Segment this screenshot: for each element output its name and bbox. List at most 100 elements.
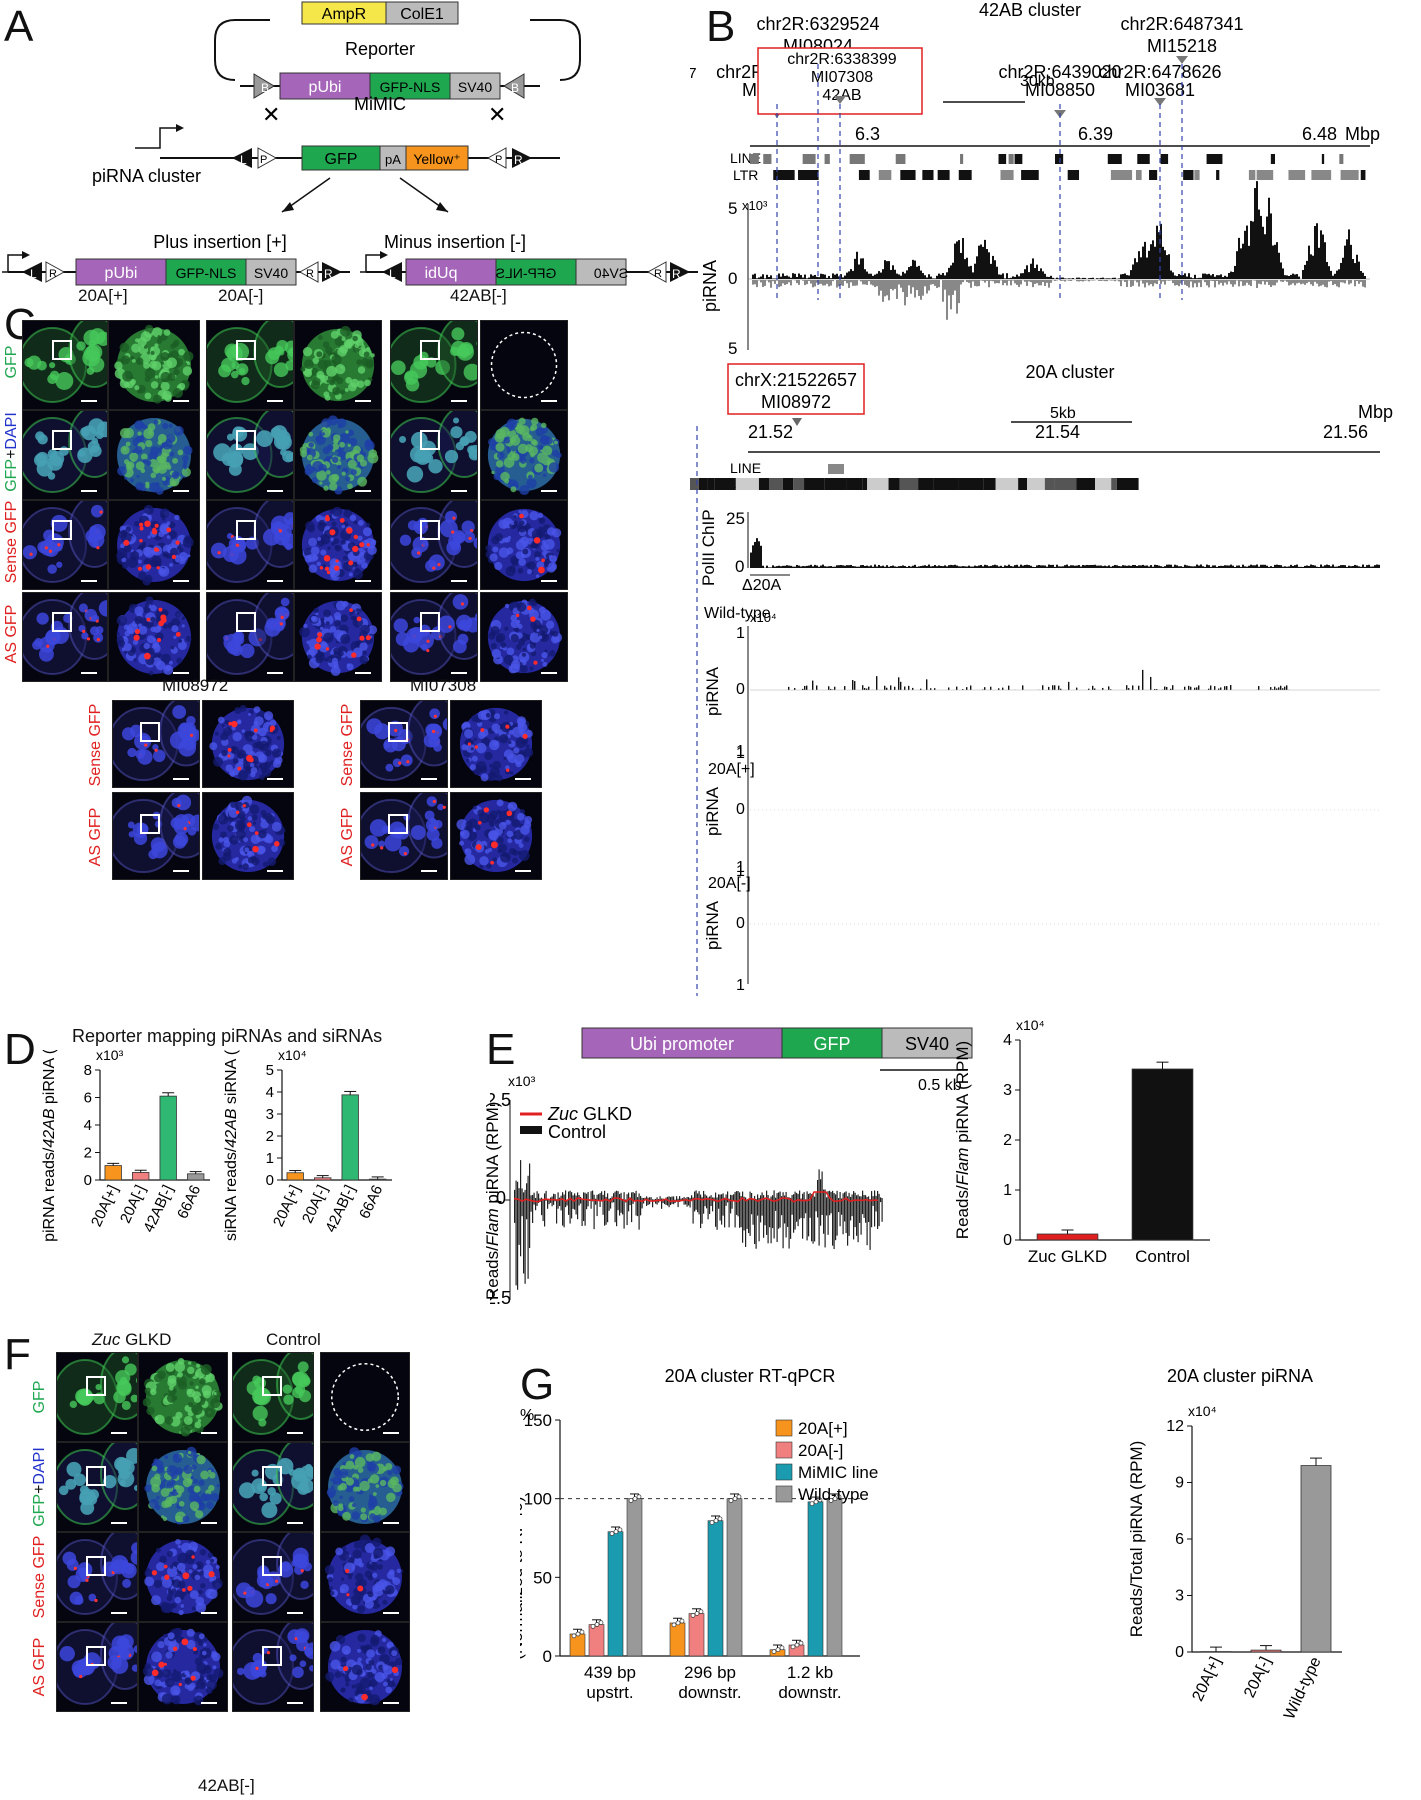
panel-letter-a: A (4, 2, 34, 51)
x-tick-label-2: upstrt. (586, 1683, 633, 1702)
panel-c-extra-0-0-zoom (202, 700, 294, 788)
bar-20A[-] (314, 1177, 332, 1181)
panel-e-bar-chart: 0 1 2 3 4 x10⁴ Zuc GLKD Control Reads/Flam piRNA… (953, 1020, 1210, 1266)
attb-right-label: B (511, 81, 519, 95)
minus-sv40-label: SV40 (594, 265, 628, 281)
cluster20-track-1: 1 0 1 piRNA 20A[+] (703, 745, 1380, 880)
mimic-p-label-2: P (495, 154, 502, 166)
y-tick-label: 50 (533, 1568, 552, 1587)
coverage-exp: x10³ (508, 1073, 536, 1089)
panel-c-1-0-zoom (294, 320, 382, 410)
y-tick-label: 0 (84, 1172, 92, 1189)
mimic-l-label: L (240, 153, 247, 167)
panel-c-extra-0-0-overview (112, 700, 200, 788)
cluster20-exp: x10⁴ (750, 610, 777, 625)
svg-text:1: 1 (736, 977, 745, 994)
panel-f-0-0-zoom (138, 1352, 228, 1442)
pirna-title: 20A cluster piRNA (1167, 1366, 1313, 1386)
x-tick-label: Zuc GLKD (1028, 1247, 1107, 1266)
panel-c-2-2-zoom (480, 500, 568, 590)
panel-f-0-3-overview (56, 1622, 138, 1712)
panel-letter-b: B (706, 2, 736, 51)
cluster42-tick-3: 6.48 (1302, 124, 1337, 144)
panel-f-1-2-overview (232, 1532, 314, 1622)
panel-f-0-3-zoom (138, 1622, 228, 1712)
panel-f-1-2-zoom (320, 1532, 410, 1622)
svg-text:AS GFP: AS GFP (31, 1638, 48, 1697)
legend-item: 20A[+] (798, 1419, 848, 1438)
gfp-box (781, 1027, 883, 1059)
bar-66A6 (369, 1178, 387, 1181)
rt-ylabel-2: (Normalized to RP49) (520, 1496, 526, 1659)
panel-f-1-1-zoom (320, 1442, 410, 1532)
cluster20-line-label: LINE (730, 460, 761, 476)
panel-letter-g: G (520, 1360, 555, 1409)
rt-bar-3-0 (626, 1498, 643, 1657)
svg-text:1: 1 (736, 743, 745, 760)
coverage-y-bottom: 2.5 (490, 1288, 511, 1308)
panel-f-1-3-zoom (320, 1622, 410, 1712)
y-tick-label: 150 (524, 1411, 552, 1430)
y-tick-label: 0 (543, 1647, 552, 1666)
cluster20-unit: Mbp (1358, 402, 1393, 422)
panel-f-microscopy: Zuc GLKD Control GFP GFP+DAPI Sense GFP AS GF… (0, 1330, 520, 1800)
minus-l-label: L (389, 267, 396, 281)
panel-c-1-2-zoom (294, 500, 382, 590)
y-tick-label: 9 (1175, 1475, 1184, 1492)
svg-text:piRNA: piRNA (703, 666, 722, 716)
cluster20-chip-max: 25 (726, 509, 745, 528)
legend-item: 20A[-] (798, 1441, 843, 1460)
panel-c-extra-col-1: MI07308 (410, 676, 477, 695)
y-tick-label: 4 (1003, 1032, 1012, 1049)
panel-f-row-label-1: GFP+DAPI (31, 1447, 48, 1527)
cluster20-marker-id: MI08972 (761, 392, 831, 412)
y-tick-label: 3 (1003, 1082, 1012, 1099)
panel-c-2-1-zoom (480, 410, 568, 500)
panel-letter-f: F (4, 1330, 31, 1379)
cluster20-title: 20A cluster (1025, 362, 1114, 382)
svg-text:Sense GFP: Sense GFP (31, 1536, 48, 1619)
cluster42-tick-1: 6.3 (855, 124, 880, 144)
gfp-nls-label: GFP-NLS (380, 79, 441, 95)
panel-c-row-label-2: Sense GFP (3, 501, 20, 584)
cluster42-y-exp: x10³ (742, 198, 768, 213)
pubi-label: pUbi (309, 79, 342, 96)
crossover-left: ✕ (262, 102, 280, 127)
y-tick-label: 4 (84, 1117, 92, 1134)
x-tick-label: 66A6 (174, 1183, 204, 1222)
y-axis-label: piRNA reads/42AB piRNA (RMP) (41, 1050, 58, 1242)
svg-text:AS GFP: AS GFP (87, 808, 104, 867)
svg-text:MI03681: MI03681 (1125, 80, 1195, 100)
svg-text:0: 0 (736, 681, 745, 698)
y-exponent: x10⁴ (1188, 1403, 1217, 1419)
svg-text:Sense GFP: Sense GFP (3, 501, 20, 584)
panel-f-col-label-0: Zuc GLKD (92, 1330, 172, 1349)
x-tick-label: 296 bp (684, 1663, 736, 1682)
bar-Control (1131, 1068, 1194, 1241)
svg-text:GFP+DAPI: GFP+DAPI (31, 1447, 48, 1527)
panel-f-row-label-2: Sense GFP (31, 1536, 48, 1619)
svg-text:AS GFP: AS GFP (3, 605, 20, 664)
plus-r-label-1: R (49, 268, 57, 280)
svg-text:1: 1 (736, 625, 745, 642)
crossover-right: ✕ (488, 102, 506, 127)
svg-text:1: 1 (736, 859, 745, 876)
y-exponent: x10³ (96, 1050, 124, 1063)
cluster20-chip-zero: 0 (735, 557, 744, 576)
panel-c-row-label-3: AS GFP (3, 605, 20, 664)
cluster20-tick-3: 21.56 (1323, 422, 1368, 442)
bar-20A[+] (286, 1172, 304, 1181)
y-tick-label: 1 (1003, 1182, 1012, 1199)
mimic-p-left (257, 147, 278, 169)
panel-c-0-0-overview (22, 320, 108, 410)
minus-r-label-3: R (672, 267, 681, 281)
minus-pubi-label: pUbi (425, 265, 458, 282)
y-tick-label: 4 (266, 1084, 274, 1101)
legend-item: Wild-type (798, 1485, 869, 1504)
scale-label-e: 0.5 kb (918, 1077, 962, 1094)
mimic-yellow-label: Yellow⁺ (413, 151, 460, 167)
